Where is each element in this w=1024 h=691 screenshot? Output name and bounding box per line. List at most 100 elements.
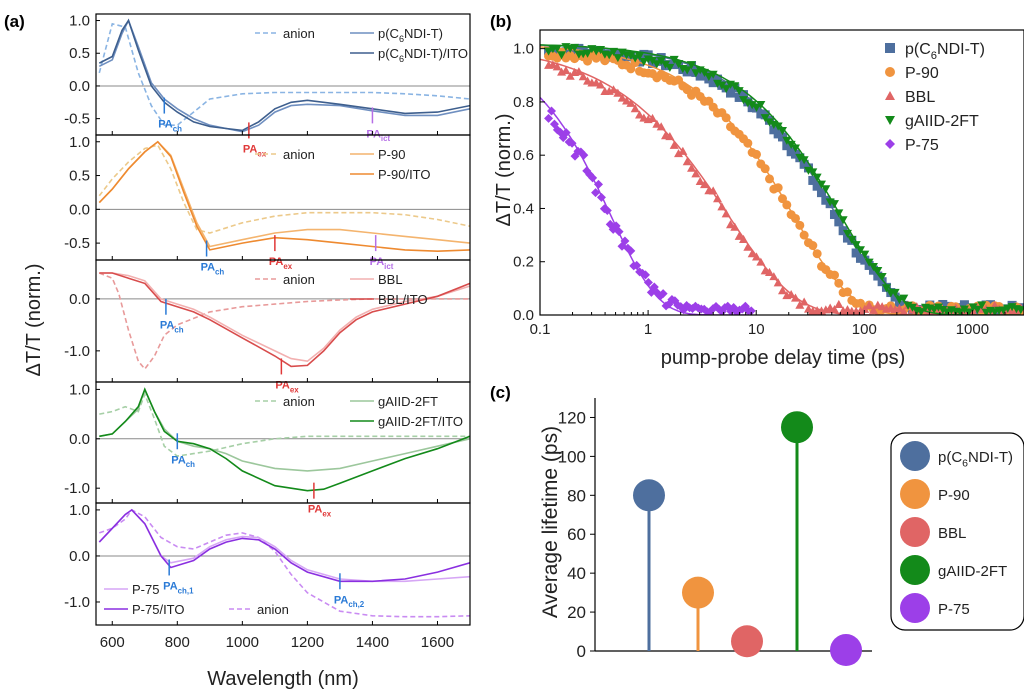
data-point bbox=[583, 56, 593, 66]
data-point bbox=[658, 289, 668, 299]
data-point bbox=[773, 122, 783, 131]
data-point bbox=[799, 230, 809, 240]
panel-b: (b) 0.0 0.2 0.4 0.6 0.8 1.0 0.1 1 10 100 1000 pump-p… bbox=[490, 12, 1024, 369]
data-point bbox=[739, 96, 749, 105]
series-line-gAIID-2FT/ITO bbox=[99, 387, 470, 492]
lollipop-head bbox=[830, 634, 862, 667]
x-axis-label: pump-probe delay time (ps) bbox=[661, 347, 906, 369]
data-point bbox=[907, 303, 917, 312]
subplot-pc6ndit: PAch PAex PAict anion p(C6NDI-T) p(C6NDI-T)/I… bbox=[64, 13, 471, 158]
data-point bbox=[808, 241, 818, 251]
data-point bbox=[777, 126, 787, 136]
series-line-P-75 bbox=[98, 508, 470, 583]
data-point bbox=[691, 69, 701, 78]
legend-label: p(C6NDI-T) bbox=[905, 41, 985, 62]
y-axis-label: ΔT/T (norm.) bbox=[23, 264, 45, 377]
y-tick-label: -1.0 bbox=[64, 343, 90, 360]
data-point bbox=[617, 93, 627, 102]
data-point bbox=[544, 113, 554, 123]
legend-label: BBL bbox=[938, 525, 966, 542]
series-line-P-90/ITO bbox=[98, 140, 470, 253]
series-line-anion bbox=[98, 144, 470, 234]
y-tick-label: 100 bbox=[558, 447, 586, 466]
data-point bbox=[816, 188, 826, 198]
data-group bbox=[540, 43, 1024, 315]
data-point bbox=[705, 307, 715, 315]
legend-label: anion bbox=[257, 602, 289, 617]
y-tick-label: 1.0 bbox=[513, 41, 534, 58]
data-point bbox=[747, 101, 757, 110]
series-line-anion bbox=[99, 508, 470, 618]
data-point bbox=[661, 60, 671, 69]
data-point bbox=[561, 66, 571, 75]
data-point bbox=[587, 45, 597, 54]
x-tick-label: 1000 bbox=[226, 634, 259, 651]
series-group bbox=[98, 140, 470, 253]
data-point bbox=[873, 271, 883, 281]
data-point bbox=[609, 47, 619, 56]
data-point bbox=[812, 173, 822, 182]
data-point bbox=[734, 87, 744, 96]
data-point bbox=[695, 66, 705, 75]
data-point bbox=[972, 305, 982, 314]
legend-label: p(C6NDI-T) bbox=[938, 449, 1013, 470]
legend-label: gAIID-2FT/ITO bbox=[378, 414, 463, 429]
data-point bbox=[743, 242, 753, 251]
data-point bbox=[691, 169, 701, 178]
data-point bbox=[877, 273, 887, 282]
data-point bbox=[977, 301, 987, 310]
data-point bbox=[726, 220, 736, 229]
data-point bbox=[938, 306, 948, 315]
lollipop-head bbox=[682, 576, 714, 609]
data-point bbox=[964, 308, 974, 315]
data-point bbox=[622, 96, 632, 105]
data-point bbox=[816, 180, 826, 189]
data-point bbox=[812, 249, 822, 259]
data-point bbox=[790, 213, 800, 223]
data-point bbox=[652, 119, 662, 128]
data-point bbox=[613, 48, 623, 58]
legend-label: P-90/ITO bbox=[378, 167, 431, 182]
series-line-BBL/ITO bbox=[99, 272, 470, 368]
subplot-frame bbox=[95, 502, 471, 626]
data-point bbox=[890, 292, 900, 302]
data-point bbox=[557, 51, 567, 60]
x-tick-label: 1400 bbox=[356, 634, 389, 651]
data-point bbox=[695, 176, 705, 185]
data-point bbox=[730, 82, 740, 91]
data-point bbox=[799, 297, 809, 306]
data-point bbox=[678, 146, 688, 155]
data-point bbox=[959, 305, 969, 314]
y-tick-label: 1.0 bbox=[69, 134, 90, 151]
legend-marker bbox=[900, 441, 930, 471]
data-point bbox=[717, 81, 727, 90]
data-point bbox=[674, 60, 684, 69]
data-point bbox=[591, 188, 601, 198]
y-tick-label: 1.0 bbox=[69, 13, 90, 30]
data-point bbox=[885, 116, 895, 125]
data-point bbox=[885, 67, 895, 77]
legend-label: gAIID-2FT bbox=[938, 563, 1007, 580]
data-point bbox=[700, 180, 710, 189]
data-point bbox=[838, 216, 848, 225]
data-point bbox=[721, 113, 731, 123]
data-point bbox=[721, 209, 731, 218]
y-tick-label: -1.0 bbox=[64, 480, 90, 497]
data-point bbox=[652, 60, 662, 69]
data-point bbox=[713, 194, 723, 203]
y-tick-label: 20 bbox=[567, 603, 586, 622]
data-point bbox=[669, 55, 679, 64]
data-point bbox=[596, 192, 606, 202]
data-point bbox=[588, 173, 598, 183]
data-point bbox=[773, 183, 783, 193]
data-point bbox=[583, 49, 593, 58]
legend-marker bbox=[900, 593, 930, 623]
data-point bbox=[721, 85, 731, 94]
data-point bbox=[764, 267, 774, 277]
data-point bbox=[544, 47, 554, 56]
data-point bbox=[873, 266, 883, 276]
legend-label: P-75/ITO bbox=[132, 602, 185, 617]
y-tick-label: 0.4 bbox=[513, 200, 534, 217]
data-point bbox=[739, 90, 749, 100]
data-point bbox=[626, 98, 636, 107]
